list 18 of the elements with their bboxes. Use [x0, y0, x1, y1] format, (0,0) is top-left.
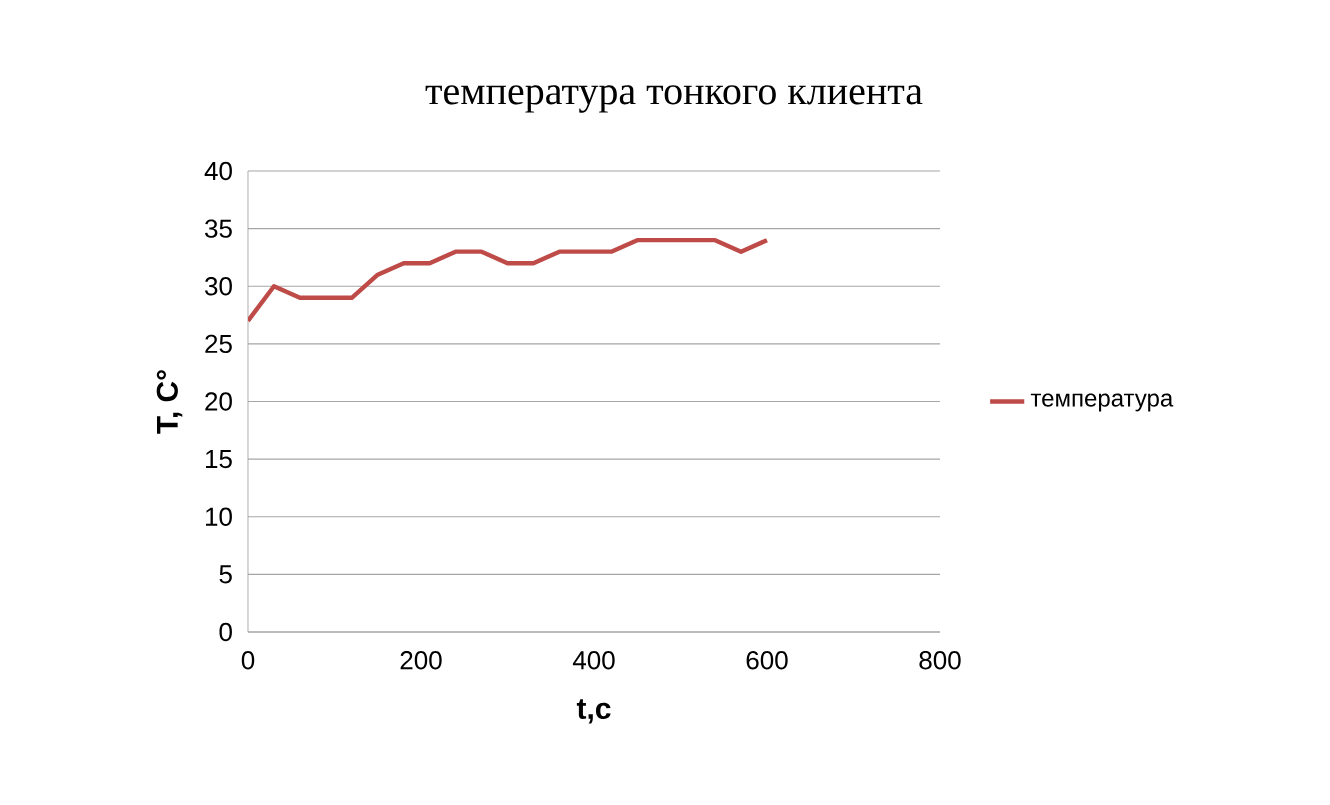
- x-tick-label: 600: [746, 651, 788, 670]
- y-tick-label: 25: [205, 334, 232, 354]
- x-tick-label: 0: [241, 651, 255, 670]
- y-tick-label: 0: [219, 622, 232, 642]
- y-tick-label: 10: [205, 507, 232, 526]
- y-tick-label: 30: [205, 277, 232, 296]
- y-tick-label: 15: [205, 450, 232, 469]
- x-tick-label: 200: [400, 651, 442, 670]
- y-tick-label: 20: [205, 392, 232, 411]
- y-tick-label: 5: [219, 565, 232, 584]
- x-tick-label: 400: [572, 651, 615, 670]
- x-axis-title: t,c: [576, 699, 611, 724]
- y-tick-label: 40: [204, 161, 232, 181]
- legend-label: температура: [1030, 393, 1174, 412]
- x-tick-label: 800: [919, 651, 961, 670]
- chart-title: температура тонкого клиента: [425, 85, 923, 113]
- y-axis-title: T, C°: [156, 370, 183, 434]
- y-tick-label: 35: [205, 219, 232, 238]
